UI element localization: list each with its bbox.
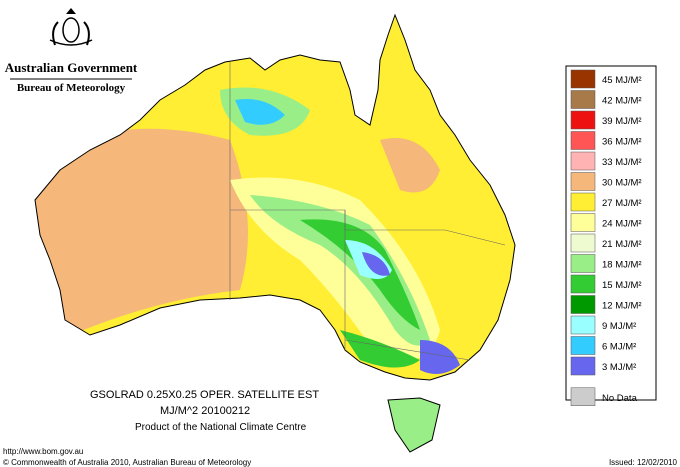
legend-label: 24 MJ/M² — [602, 219, 642, 230]
legend-swatch — [570, 274, 596, 294]
product-line: GSOLRAD 0.25X0.25 OPER. SATELLITE EST — [90, 389, 319, 401]
legend-label: 33 MJ/M² — [602, 157, 642, 168]
footer-url: http://www.bom.gov.au — [3, 447, 83, 456]
footer-copyright: © Commonwealth of Australia 2010, Austra… — [3, 458, 251, 467]
legend-label: 27 MJ/M² — [602, 198, 642, 209]
legend-swatch — [570, 254, 596, 273]
legend-swatch — [570, 315, 596, 335]
legend-label: 18 MJ/M² — [602, 260, 642, 271]
legend-swatch — [570, 90, 596, 109]
government-name: Australian Government — [5, 60, 138, 75]
coat-of-arms — [49, 8, 93, 46]
legend-swatch — [570, 356, 596, 376]
legend-label: 9 MJ/M² — [602, 321, 636, 332]
legend-swatch — [570, 131, 596, 150]
legend-label: 21 MJ/M² — [602, 239, 642, 250]
product-line: MJ/M^2 20100212 — [160, 405, 250, 417]
legend-label: 45 MJ/M² — [602, 75, 642, 86]
legend-swatch — [570, 387, 596, 406]
legend-label: 42 MJ/M² — [602, 96, 642, 107]
coastline — [34, 13, 516, 453]
footer-issued: Issued: 12/02/2010 — [609, 458, 678, 467]
legend-swatch — [570, 151, 596, 171]
legend-label: 6 MJ/M² — [602, 342, 636, 353]
product-line: Product of the National Climate Centre — [135, 422, 307, 433]
legend-label: 3 MJ/M² — [602, 362, 636, 373]
legend-swatch — [570, 295, 596, 314]
legend-label: 39 MJ/M² — [602, 116, 642, 127]
legend-label: No Data — [602, 393, 638, 404]
bureau-name: Bureau of Meteorology — [17, 82, 126, 94]
legend-swatch — [570, 69, 596, 89]
legend-swatch — [570, 213, 596, 232]
state-borders — [229, 62, 506, 361]
legend-swatch — [570, 233, 596, 253]
legend-swatch — [570, 192, 596, 212]
legend-swatch — [570, 336, 596, 355]
legend-swatch — [570, 110, 596, 130]
legend-label: 36 MJ/M² — [602, 137, 642, 148]
legend-label: 12 MJ/M² — [602, 301, 642, 312]
legend-swatch — [570, 172, 596, 191]
legend-label: 15 MJ/M² — [602, 280, 642, 291]
legend-label: 30 MJ/M² — [602, 178, 642, 189]
